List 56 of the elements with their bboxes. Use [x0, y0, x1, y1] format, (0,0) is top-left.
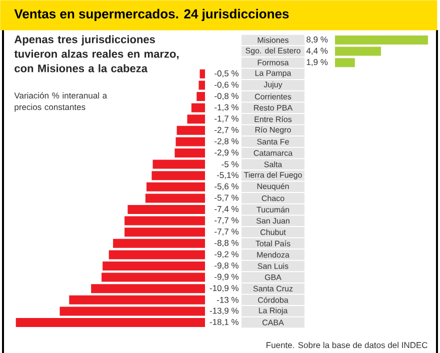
y-tick-label: La Pampa	[255, 70, 292, 78]
y-tick-label: Formosa	[258, 60, 289, 66]
y-tick-label: Jujuy	[264, 81, 282, 89]
data-label: -5 %	[222, 161, 238, 168]
y-tick-label: Chaco	[262, 195, 284, 202]
y-tick-label: San Juan	[256, 218, 290, 224]
y-tick-label: Santa Fe	[257, 138, 289, 145]
y-tick-label: Misiones	[258, 37, 288, 43]
data-label: -7,7 %	[214, 217, 238, 224]
y-tick-label: Catamarca	[254, 150, 293, 156]
y-tick-label: Córdoba	[258, 296, 288, 303]
source-note: Fuente. Sobre la base de datos del INDEC	[266, 342, 428, 348]
data-label: -10,9 %	[210, 285, 238, 292]
y-tick-label: Chubut	[260, 229, 286, 236]
annotation: Variación % interanual a precios constantes	[14, 92, 108, 112]
data-label: -8,8 %	[214, 240, 238, 247]
data-label: -2,9 %	[214, 149, 238, 157]
text: Ventas en supermercados. 24 jurisdicciones	[14, 8, 289, 22]
data-label: -7,7 %	[214, 228, 238, 236]
data-label: -7,4 %	[214, 206, 238, 213]
y-tick-label: Total País	[256, 240, 290, 246]
y-tick-label: Tierra del Fuego	[244, 172, 302, 180]
data-label: -2,7 %	[214, 126, 238, 134]
data-label: -0,8 %	[214, 92, 238, 100]
y-tick-label: San Luis	[258, 263, 288, 269]
data-label: -5,6 %	[214, 183, 238, 190]
data-label: 4,4 %	[306, 48, 328, 55]
data-label: -13,9 %	[210, 308, 238, 315]
data-label: -1,7 %	[214, 116, 238, 123]
y-tick-label: Tucumán	[256, 206, 290, 212]
y-tick-label: Resto PBA	[254, 105, 293, 111]
y-tick-label: Entre Ríos	[254, 116, 292, 122]
data-label: -9,8 %	[214, 262, 238, 270]
data-label: -1,3 %	[214, 104, 238, 112]
data-label: -5,1%	[216, 172, 238, 180]
data-label: -0,6 %	[214, 82, 238, 89]
data-label: -0,5 %	[214, 70, 238, 78]
data-label: -9,9 %	[214, 274, 238, 281]
y-tick-label: Neuquén	[257, 183, 289, 191]
chart-subtitle: Apenas tres jurisdicciones tuvieron alzas reales en marzo, con Misiones a la cabeza	[14, 35, 179, 72]
y-tick-label: Sgo. del Estero	[246, 48, 300, 56]
y-tick-label: La Rioja	[258, 307, 288, 315]
y-tick-label: CABA	[262, 320, 284, 326]
data-label: -18,1 %	[210, 318, 238, 326]
data-label: -5,7 %	[214, 194, 238, 202]
y-tick-label: Corrientes	[254, 94, 292, 100]
y-tick-label: Río Negro	[255, 126, 291, 134]
data-label: 1,9 %	[306, 59, 328, 66]
data-label: 8,9 %	[306, 36, 328, 44]
y-tick-label: Mendoza	[257, 252, 290, 258]
data-label: -13 %	[216, 296, 238, 303]
y-tick-label: Salta	[264, 161, 282, 168]
data-label: -2,8 %	[214, 138, 238, 146]
y-tick-label: Santa Cruz	[253, 286, 293, 292]
y-tick-label: GBA	[264, 274, 282, 280]
data-label: -9,2 %	[214, 251, 238, 258]
